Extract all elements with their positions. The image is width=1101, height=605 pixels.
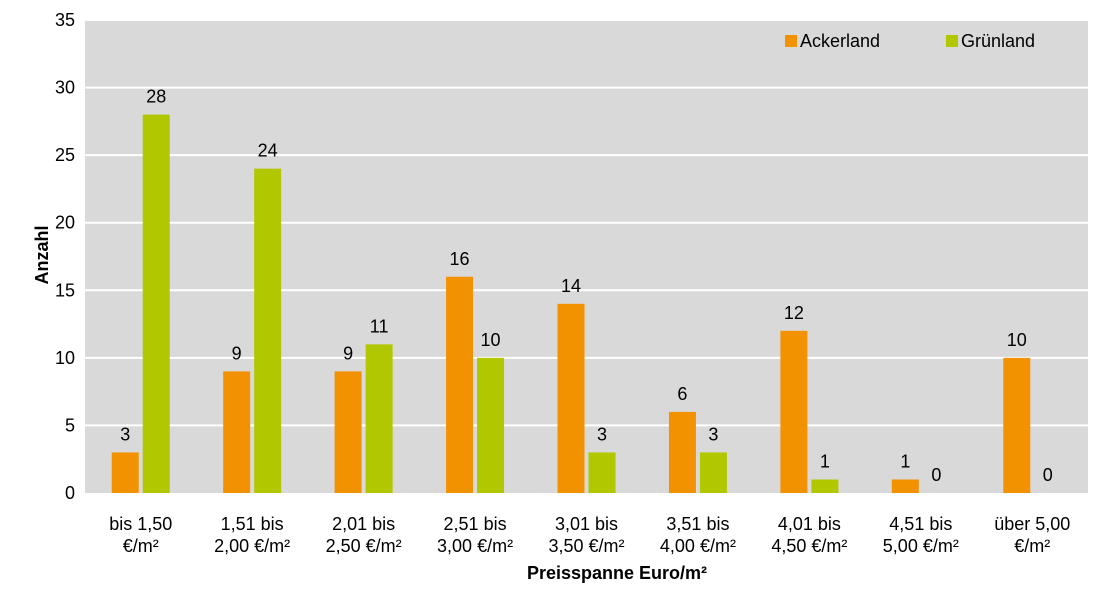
data-label: 28 (146, 87, 166, 107)
data-label: 9 (232, 343, 242, 363)
data-label: 0 (931, 465, 941, 485)
bar-ackerland (557, 303, 585, 493)
x-axis-ticks: bis 1,50 €/m² 1,51 bis 2,00 €/m² 2,01 bis 2,5… (109, 514, 1070, 556)
x-tick-label: 1,51 bis 2,00 €/m² (214, 514, 290, 556)
data-label: 9 (343, 343, 353, 363)
x-tick-label: 2,51 bis 3,00 €/m² (437, 514, 513, 556)
data-label: 0 (1043, 465, 1053, 485)
data-label: 3 (708, 424, 718, 444)
y-axis-title: Anzahl (32, 225, 52, 284)
data-label: 24 (258, 141, 278, 161)
data-label: 12 (784, 303, 804, 323)
x-tick-label: 3,51 bis 4,00 €/m² (660, 514, 736, 556)
data-label: 10 (1007, 330, 1027, 350)
legend-item-ackerland: Ackerland (800, 31, 880, 51)
bar-gruenland (365, 344, 393, 493)
legend-swatch (946, 35, 958, 47)
legend-swatch (785, 35, 797, 47)
bar-gruenland (811, 479, 839, 493)
plot-area (85, 20, 1088, 493)
x-tick-label: 2,01 bis 2,50 €/m² (326, 514, 402, 556)
y-tick-label: 35 (55, 10, 75, 30)
bar-ackerland (446, 276, 474, 493)
x-axis-title: Preisspanne Euro/m² (527, 563, 707, 583)
gridlines (85, 19, 1088, 427)
data-label: 11 (370, 316, 389, 336)
bars (111, 114, 1031, 493)
data-label: 6 (677, 384, 687, 404)
x-tick-label: bis 1,50 €/m² (109, 514, 172, 556)
bar-gruenland (588, 452, 616, 493)
x-tick-label: 4,01 bis 4,50 €/m² (771, 514, 847, 556)
legend: Ackerland Grünland (785, 31, 1035, 51)
y-tick-label: 5 (65, 415, 75, 435)
y-tick-label: 20 (55, 213, 75, 233)
bar-ackerland (334, 371, 362, 493)
bar-ackerland (891, 479, 919, 493)
y-tick-label: 25 (55, 145, 75, 165)
data-label: 1 (900, 451, 910, 471)
data-label: 14 (561, 276, 581, 296)
bar-ackerland (780, 330, 808, 493)
data-label: 3 (597, 424, 607, 444)
x-tick-label: 4,51 bis 5,00 €/m² (883, 514, 959, 556)
bar-ackerland (1003, 357, 1031, 493)
y-tick-label: 30 (55, 78, 75, 98)
data-label: 10 (481, 330, 501, 350)
bar-gruenland (699, 452, 727, 493)
data-label: 3 (120, 424, 130, 444)
x-tick-label: 3,01 bis 3,50 €/m² (548, 514, 624, 556)
legend-item-gruenland: Grünland (961, 31, 1035, 51)
bar-ackerland (223, 371, 251, 493)
data-label: 16 (450, 249, 470, 269)
bar-gruenland (254, 168, 282, 493)
bar-ackerland (668, 411, 696, 493)
data-label: 1 (820, 451, 830, 471)
y-axis-ticks: 0 5 10 15 20 25 30 35 (55, 10, 75, 503)
y-tick-label: 10 (55, 348, 75, 368)
y-tick-label: 15 (55, 280, 75, 300)
bar-gruenland (142, 114, 170, 493)
bar-gruenland (477, 357, 505, 493)
x-tick-label: über 5,00 €/m² (994, 514, 1070, 556)
bar-ackerland (111, 452, 139, 493)
y-tick-label: 0 (65, 483, 75, 503)
